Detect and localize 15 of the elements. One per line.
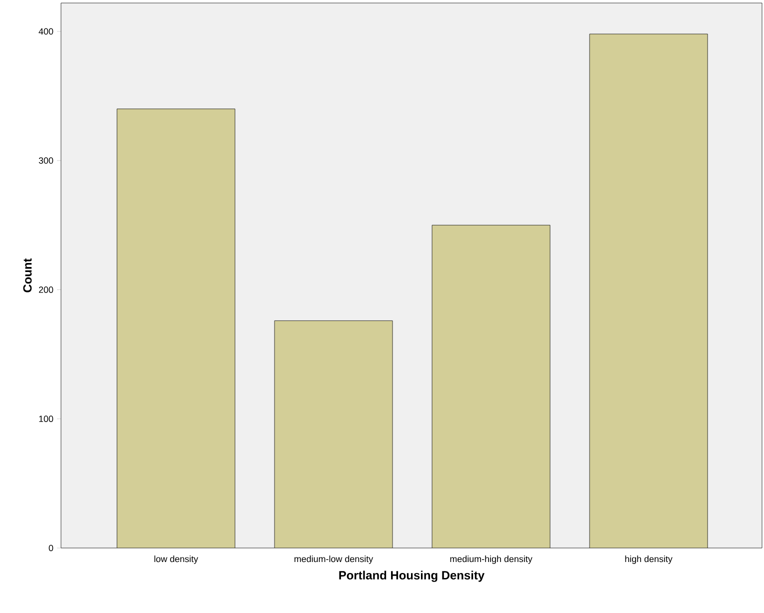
- y-axis-title: Count: [23, 258, 32, 292]
- x-axis-title: Portland Housing Density: [339, 570, 484, 582]
- y-tick-label: 100: [39, 416, 54, 422]
- y-tick-label: 200: [38, 286, 54, 293]
- bar: [432, 225, 550, 548]
- x-tick-label: medium-low density: [294, 556, 374, 564]
- bar: [589, 34, 708, 548]
- y-tick-label: 0: [48, 544, 54, 552]
- y-tick-label: 300: [38, 157, 54, 164]
- x-tick-label: high density: [625, 556, 672, 564]
- bar: [274, 320, 393, 548]
- y-tick-label: 400: [38, 28, 54, 35]
- bar: [116, 108, 235, 548]
- x-tick-label: low density: [154, 556, 198, 564]
- x-tick-label: medium-high density: [450, 556, 532, 564]
